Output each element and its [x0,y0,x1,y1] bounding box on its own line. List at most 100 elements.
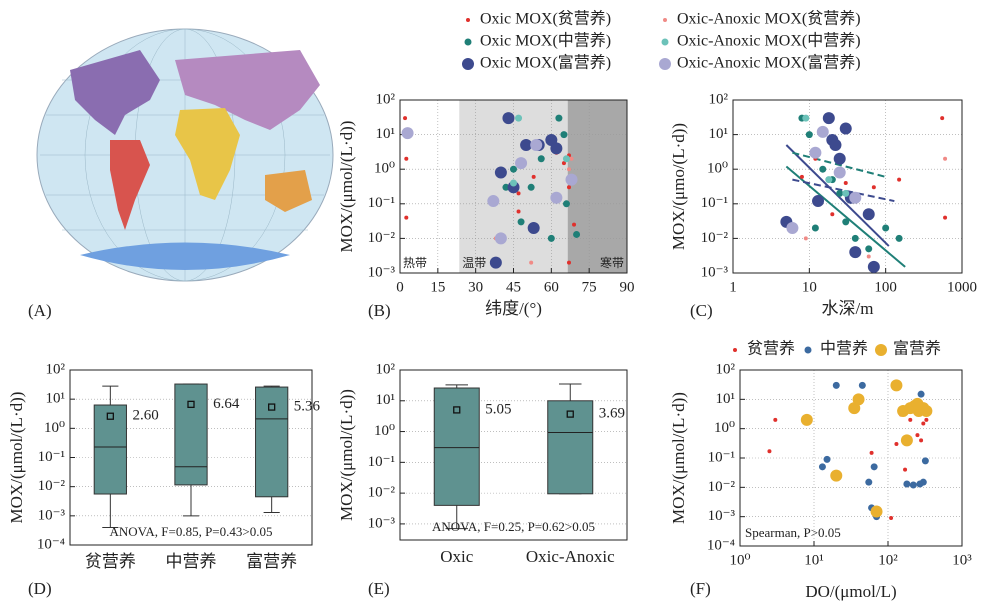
point [510,179,517,186]
y-axis-label: MOX/(μmol/(L·d)) [7,392,26,524]
mean-label: 2.60 [132,408,158,424]
point [812,195,824,207]
point [570,157,574,161]
point [842,190,849,197]
point [538,155,545,162]
point [819,463,826,470]
point [823,112,835,124]
y-tick-label: 10⁰ [374,161,395,177]
y-tick-label: 10⁻³ [368,264,396,280]
point [842,218,849,225]
point [853,393,865,405]
point [800,175,804,179]
x-tick-label: 富营养 [246,552,297,571]
point [555,115,562,122]
point [819,166,826,173]
y-tick-label: 10¹ [376,126,396,142]
y-axis-label: MOX/(μmol/(L·d)) [337,389,356,521]
world-map [37,29,333,281]
point [812,224,819,231]
legend-label: Oxic MOX(富营养) [480,54,611,72]
point [550,192,562,204]
point [897,178,901,182]
point [567,261,571,265]
point [921,422,925,426]
point [901,434,913,446]
y-tick-label: 10⁻² [368,485,396,501]
y-axis-label: MOX/(μmol/(L·d)) [337,121,356,253]
x-tick-label: 10³ [952,552,972,568]
point [529,261,533,265]
legend-label: 富营养 [893,340,941,358]
x-tick-label: 60 [544,279,559,295]
legend-marker [659,58,671,70]
y-tick-label: 10⁻² [368,230,396,246]
y-tick-label: 10⁻³ [38,507,66,523]
point [806,131,813,138]
point [824,456,831,463]
point [889,516,893,520]
point [573,231,580,238]
point [910,482,917,489]
point [572,223,576,227]
point [517,209,521,213]
point [773,418,777,422]
point [833,382,840,389]
point [920,479,927,486]
x-tick-label: 10² [878,552,898,568]
x-tick-label: 100 [874,279,897,295]
point [943,157,947,161]
zone-label: 寒带 [600,255,624,270]
legend-marker [875,344,887,356]
box [434,388,479,505]
annotation: Spearman, P>0.05 [745,525,841,540]
figure: (A)热带温带寒带10⁻³10⁻²10⁻¹10⁰10¹10²0153045607… [0,0,983,603]
y-tick-label: 10⁰ [714,420,735,436]
point [502,112,514,124]
point [550,142,562,154]
y-tick-label: 10² [709,91,729,107]
point [825,176,832,183]
point [567,167,571,171]
point [560,131,567,138]
legend-marker [662,39,669,46]
legend-label: 中营养 [820,340,868,358]
point [872,185,876,189]
point [530,139,542,151]
legend-label: Oxic-Anoxic MOX(贫营养) [677,10,861,28]
point [830,212,834,216]
x-axis-label: 水深/m [822,299,874,318]
point [852,235,859,242]
point [563,200,570,207]
y-tick-label: 10⁻² [708,479,736,495]
y-tick-label: 10¹ [716,391,736,407]
point [943,216,947,220]
point [871,463,878,470]
y-tick-label: 10¹ [709,126,729,142]
point [404,216,408,220]
x-tick-label: Oxic [440,547,474,566]
point [802,115,809,122]
y-tick-label: 10² [716,361,736,377]
x-tick-label: Oxic-Anoxic [526,547,615,566]
panel-label: (D) [28,579,52,598]
legend-marker [663,18,667,22]
point [495,232,507,244]
panel-label: (E) [368,579,390,598]
point [548,235,555,242]
x-tick-label: 15 [430,279,445,295]
point [911,398,923,410]
x-tick-label: 1 [729,279,737,295]
x-axis-label: DO/(μmol/L) [805,582,896,601]
legend-label: Oxic-Anoxic MOX(富营养) [677,54,861,72]
point [903,480,910,487]
panel-label: (F) [690,579,711,598]
zone [568,100,627,273]
panel-label: (B) [368,301,391,320]
x-tick-label: 贫营养 [85,552,136,571]
point [844,181,848,185]
panel-label: (A) [28,301,52,320]
point [804,236,808,240]
point [767,449,771,453]
point [518,218,525,225]
